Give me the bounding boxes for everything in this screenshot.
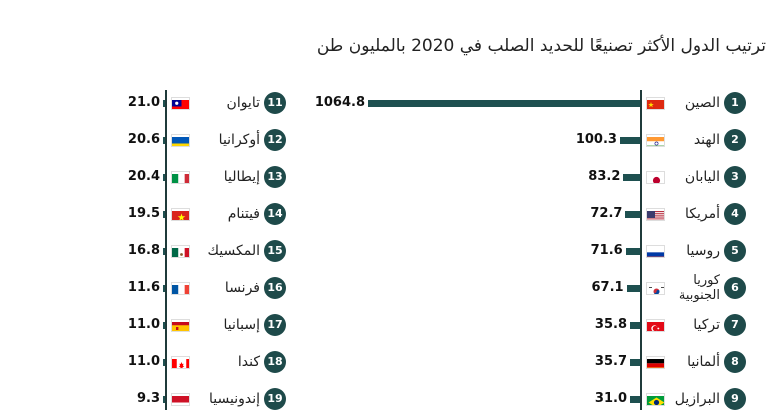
country-name-ua: أوكرانيا <box>218 132 260 148</box>
value-label-vn: 19.5 <box>127 206 160 221</box>
value-label-us: 72.7 <box>590 206 623 221</box>
bar-ru <box>625 247 640 255</box>
rank-badge-9: 9 <box>724 388 746 410</box>
bar-tr <box>630 321 640 329</box>
value-label-in: 100.3 <box>575 132 617 147</box>
country-name-fr: فرنسا <box>224 280 260 296</box>
flag-vn-icon <box>171 207 190 221</box>
country-name-ru: روسيا <box>686 243 720 259</box>
rank-badge-8: 8 <box>724 351 746 373</box>
country-name-es: إسبانيا <box>223 317 261 333</box>
rank-badge-7: 7 <box>724 314 746 336</box>
left-column-axis <box>165 90 167 410</box>
flag-id-icon <box>171 392 190 406</box>
country-name-vn: فيتنام <box>227 206 260 222</box>
value-label-br: 31.0 <box>594 391 627 406</box>
bar-es <box>163 321 165 329</box>
country-name-ca: كندا <box>237 354 260 370</box>
value-label-it: 20.4 <box>127 169 160 184</box>
value-label-de: 35.7 <box>594 354 627 369</box>
bar-ua <box>163 136 165 144</box>
rank-badge-12: 12 <box>264 129 286 151</box>
country-name-it: إيطاليا <box>223 169 260 185</box>
country-name-de: ألمانيا <box>687 354 720 370</box>
bar-ca <box>163 358 165 366</box>
country-name-tw: تايوان <box>226 95 260 111</box>
country-name-cn: الصين <box>684 95 720 111</box>
flag-tr-icon <box>646 318 665 332</box>
flag-ua-icon <box>171 133 190 147</box>
right-column-axis <box>640 90 642 410</box>
value-label-kr: 67.1 <box>591 280 624 295</box>
bar-in <box>619 136 640 144</box>
value-label-mx: 16.8 <box>127 243 160 258</box>
country-name-br: البرازيل <box>674 391 720 407</box>
flag-fr-icon <box>171 281 190 295</box>
rank-badge-16: 16 <box>264 277 286 299</box>
bar-vn <box>163 210 165 218</box>
country-name-jp: اليابان <box>684 169 720 185</box>
country-name-kr: كوريا الجنوبية <box>678 273 720 303</box>
country-name-in: الهند <box>693 132 720 148</box>
country-name-id: إندونيسيا <box>209 391 260 407</box>
rank-badge-4: 4 <box>724 203 746 225</box>
flag-cn-icon <box>646 96 665 110</box>
country-name-mx: المكسيك <box>207 243 261 259</box>
bar-cn <box>368 99 640 107</box>
value-label-fr: 11.6 <box>127 280 160 295</box>
value-label-ca: 11.0 <box>127 354 160 369</box>
flag-br-icon <box>646 392 665 406</box>
rank-badge-18: 18 <box>264 351 286 373</box>
bar-tw <box>163 99 165 107</box>
rank-badge-5: 5 <box>724 240 746 262</box>
value-label-ru: 71.6 <box>590 243 623 258</box>
flag-it-icon <box>171 170 190 184</box>
flag-tw-icon <box>171 96 190 110</box>
flag-jp-icon <box>646 170 665 184</box>
value-label-id: 9.3 <box>136 391 160 406</box>
bar-jp <box>623 173 640 181</box>
value-label-cn: 1064.8 <box>314 95 365 110</box>
flag-ca-icon <box>171 355 190 369</box>
rank-badge-6: 6 <box>724 277 746 299</box>
bar-mx <box>163 247 165 255</box>
rank-badge-2: 2 <box>724 129 746 151</box>
value-label-tr: 35.8 <box>594 317 627 332</box>
bar-it <box>163 173 165 181</box>
value-label-ua: 20.6 <box>127 132 160 147</box>
rank-badge-15: 15 <box>264 240 286 262</box>
country-name-us: أمريكا <box>684 206 720 222</box>
value-label-tw: 21.0 <box>127 95 160 110</box>
flag-kr-icon <box>646 281 665 295</box>
rank-badge-13: 13 <box>264 166 286 188</box>
rank-badge-19: 19 <box>264 388 286 410</box>
flag-mx-icon <box>171 244 190 258</box>
rank-badge-17: 17 <box>264 314 286 336</box>
rank-badge-1: 1 <box>724 92 746 114</box>
bar-br <box>630 395 640 403</box>
flag-ru-icon <box>646 244 665 258</box>
chart-title: ترتيب الدول الأكثر تصنيعًا للحديد الصلب … <box>316 36 766 56</box>
rank-badge-11: 11 <box>264 92 286 114</box>
flag-de-icon <box>646 355 665 369</box>
bar-kr <box>626 284 640 292</box>
flag-in-icon <box>646 133 665 147</box>
rank-badge-3: 3 <box>724 166 746 188</box>
bar-us <box>625 210 640 218</box>
flag-us-icon <box>646 207 665 221</box>
rank-badge-14: 14 <box>264 203 286 225</box>
value-label-jp: 83.2 <box>588 169 621 184</box>
bar-id <box>163 395 165 403</box>
country-name-tr: تركيا <box>693 317 720 333</box>
value-label-es: 11.0 <box>127 317 160 332</box>
bar-fr <box>163 284 165 292</box>
bar-de <box>630 358 640 366</box>
flag-es-icon <box>171 318 190 332</box>
